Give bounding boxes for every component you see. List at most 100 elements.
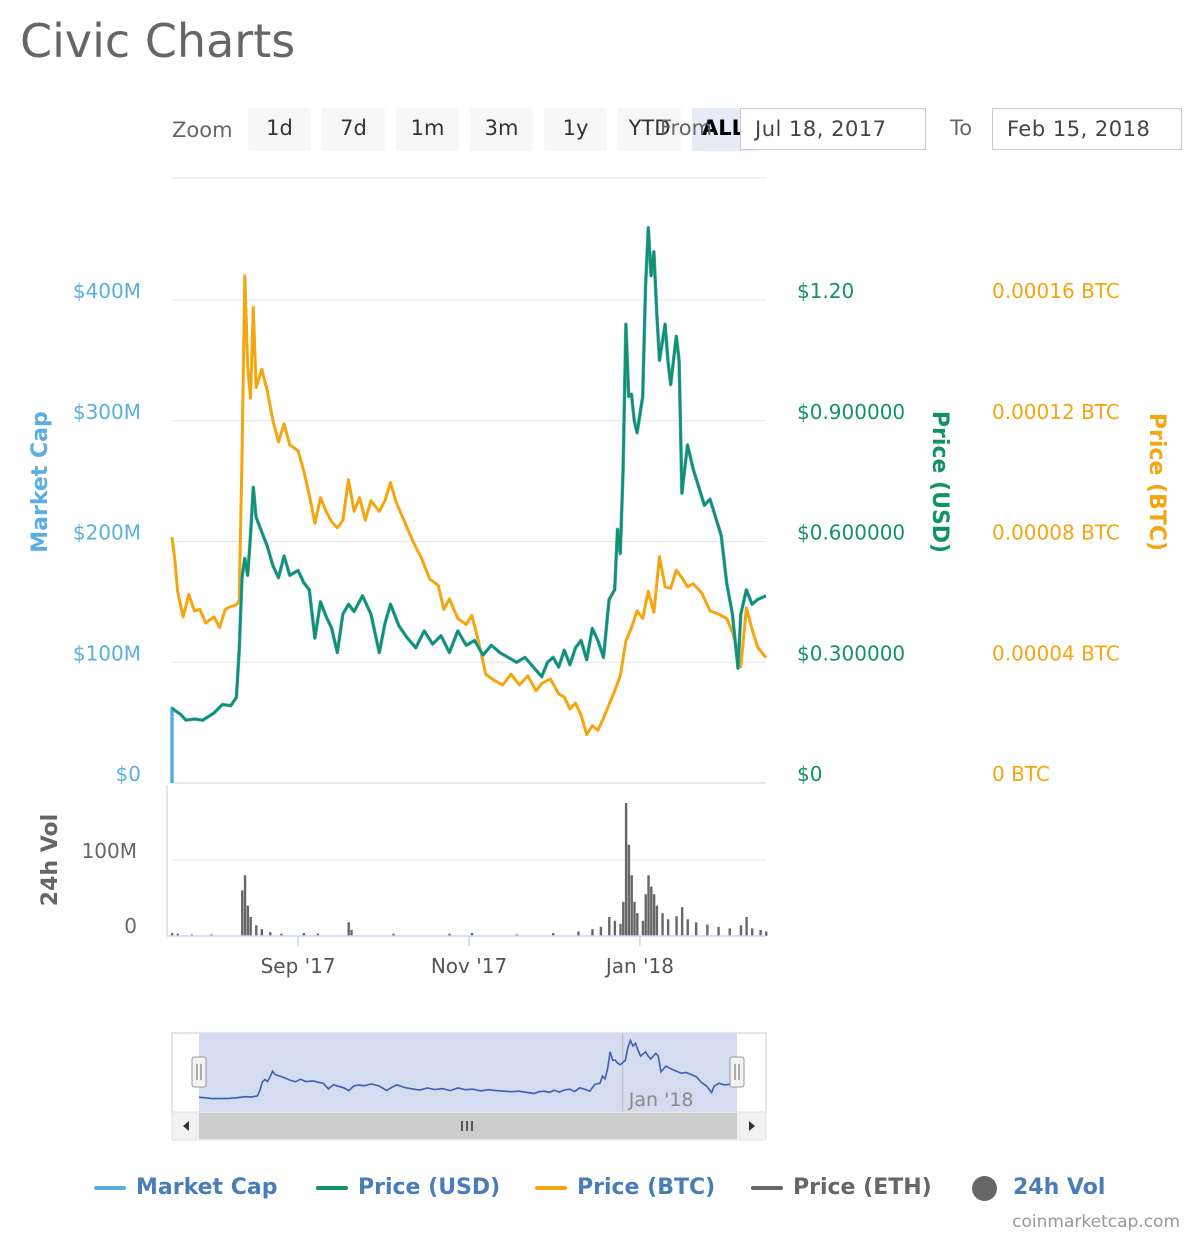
legend-label: 24h Vol xyxy=(1013,1175,1106,1200)
volume-bar xyxy=(652,894,656,936)
volume-bar xyxy=(608,917,611,936)
volume-bar xyxy=(591,929,594,936)
handle-body xyxy=(729,1056,745,1088)
navigator-left-handle[interactable] xyxy=(191,1056,207,1088)
volume-bar xyxy=(392,933,395,936)
volume-bar xyxy=(350,929,353,936)
volume-bar xyxy=(745,917,748,936)
price-usd-tick-label: $1.20 xyxy=(797,279,854,303)
volume-bar xyxy=(624,803,628,936)
x-axis: Sep '17 Nov '17 Jan '18 xyxy=(167,935,766,978)
page-title: Civic Charts xyxy=(20,14,296,68)
volume-bar xyxy=(717,926,720,936)
zoom-button-1y[interactable]: 1y xyxy=(544,108,607,151)
volume-bar xyxy=(241,890,244,936)
x-tick-label: Nov '17 xyxy=(431,954,507,978)
from-date-input[interactable]: Jul 18, 2017 xyxy=(740,108,926,150)
volume-bar xyxy=(647,875,650,936)
volume-bar xyxy=(577,931,580,936)
volume-bar xyxy=(210,934,213,936)
volume-bar xyxy=(694,922,698,936)
handle-body xyxy=(191,1056,207,1088)
to-date-input[interactable]: Feb 15, 2018 xyxy=(992,108,1182,150)
price-usd-tick-label: $0.900000 xyxy=(797,400,905,424)
volume-bar xyxy=(316,933,320,936)
scroll-left-arrow-icon[interactable] xyxy=(183,1121,189,1131)
market-cap-tick-label: $400M xyxy=(73,279,141,303)
volume-bar xyxy=(666,919,670,936)
volume-bar xyxy=(661,913,664,936)
from-label: From xyxy=(660,116,713,140)
legend-market-cap[interactable]: Market Cap xyxy=(94,1175,277,1200)
volume-bar xyxy=(650,886,653,936)
legend-price-eth[interactable]: Price (ETH) xyxy=(751,1175,932,1200)
chart-canvas: $0 $0 0 BTC $100M $0.300000 0.00004 BTC $200M $… xyxy=(28,177,1169,1141)
volume-bar xyxy=(243,875,247,936)
x-tick-label: Jan '18 xyxy=(604,954,674,978)
price-btc-axis-title: Price (BTC) xyxy=(1144,413,1169,551)
navigator-right-handle[interactable] xyxy=(729,1056,745,1088)
volume-bar xyxy=(448,933,451,936)
volume-bar xyxy=(759,929,762,936)
price-usd-line xyxy=(171,226,767,722)
price-btc-tick-label: 0.00016 BTC xyxy=(992,279,1120,303)
price-btc-tick-label: 0.00012 BTC xyxy=(992,400,1120,424)
market-cap-axis-title: Market Cap xyxy=(28,411,53,552)
price-grid xyxy=(166,177,766,936)
zoom-button-ytd[interactable]: YTD xyxy=(618,108,681,151)
volume-tick-label: 0 xyxy=(124,914,137,938)
volume-bar xyxy=(269,932,272,936)
volume-bar xyxy=(302,932,306,936)
zoom-button-1d[interactable]: 1d xyxy=(248,108,311,151)
volume-bar xyxy=(246,905,250,936)
x-tick-label: Sep '17 xyxy=(261,954,336,978)
zoom-button-1m[interactable]: 1m xyxy=(396,108,459,151)
price-lines xyxy=(170,225,768,783)
volume-bar xyxy=(706,924,709,936)
volume-tick-label: 100M xyxy=(82,839,137,863)
market-cap-tick-label: $0 xyxy=(116,762,141,786)
volume-axis-title: 24h Vol xyxy=(38,814,63,906)
price-btc-tick-label: 0.00008 BTC xyxy=(992,521,1120,545)
legend-label: Price (USD) xyxy=(358,1175,501,1200)
volume-bars xyxy=(171,803,768,936)
legend-price-btc[interactable]: Price (BTC) xyxy=(535,1175,715,1200)
zoom-button-3m[interactable]: 3m xyxy=(470,108,533,151)
market-cap-tick-label: $100M xyxy=(73,641,141,665)
volume-bar xyxy=(739,925,743,936)
volume-bar xyxy=(644,894,647,936)
volume-bar xyxy=(627,844,631,936)
scroll-right-arrow-icon[interactable] xyxy=(749,1121,755,1131)
volume-bar xyxy=(552,932,555,936)
price-usd-axis-title: Price (USD) xyxy=(927,411,952,553)
navigator-line xyxy=(198,1038,738,1100)
volume-bar xyxy=(171,932,174,936)
volume-bar xyxy=(280,933,283,936)
legend-price-usd[interactable]: Price (USD) xyxy=(316,1175,500,1200)
navigator: Jan '18 xyxy=(171,1032,767,1141)
market-cap-line xyxy=(170,225,767,783)
zoom-label: Zoom xyxy=(172,118,233,142)
volume-bar xyxy=(249,917,252,936)
navigator-tick-label: Jan '18 xyxy=(628,1089,694,1111)
price-btc-tick-label: 0.00004 BTC xyxy=(992,641,1120,665)
scrollbar-thumb[interactable] xyxy=(199,1113,737,1139)
volume-bar xyxy=(680,907,684,936)
legend-24h-vol[interactable]: 24h Vol xyxy=(972,1175,1105,1201)
legend-dot-icon xyxy=(972,1175,997,1201)
navigator-selected-range xyxy=(199,1033,737,1112)
price-usd-tick-label: $0 xyxy=(797,762,822,786)
credits-link[interactable]: coinmarketcap.com xyxy=(1012,1212,1180,1232)
market-cap-tick-label: $300M xyxy=(73,400,141,424)
volume-bar xyxy=(190,934,194,936)
volume-bar xyxy=(255,925,258,936)
volume-bar xyxy=(599,926,603,936)
volume-bar xyxy=(655,905,659,936)
legend-line-icon xyxy=(94,1186,126,1190)
volume-bar xyxy=(515,934,519,936)
volume-bar xyxy=(765,931,768,936)
volume-bar xyxy=(750,928,754,936)
zoom-button-7d[interactable]: 7d xyxy=(322,108,385,151)
market-cap-tick-label: $200M xyxy=(73,521,141,545)
volume-bar xyxy=(636,913,639,936)
